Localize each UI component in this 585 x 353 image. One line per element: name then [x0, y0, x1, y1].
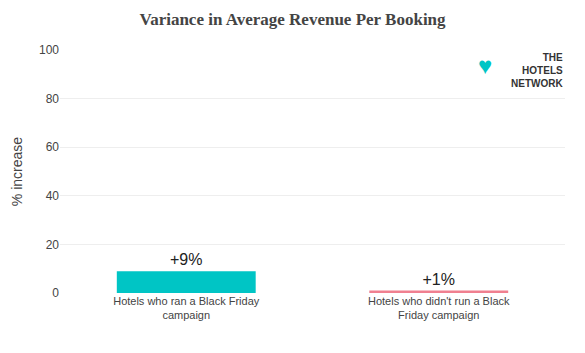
svg-text:+9%: +9%	[170, 251, 202, 268]
svg-text:60: 60	[46, 140, 60, 154]
svg-text:THEHOTELSNETWORK: THEHOTELSNETWORK	[511, 52, 563, 89]
svg-text:Variance in Average Revenue Pe: Variance in Average Revenue Per Booking	[139, 10, 446, 29]
svg-text:100: 100	[39, 43, 59, 57]
svg-text:Hotels who didn't run a BlackF: Hotels who didn't run a BlackFriday camp…	[368, 295, 510, 321]
svg-text:40: 40	[46, 189, 60, 203]
svg-text:0: 0	[52, 286, 59, 300]
svg-text:% increase: % increase	[9, 137, 25, 206]
svg-text:+1%: +1%	[423, 271, 455, 288]
svg-text:♥: ♥	[478, 52, 492, 79]
svg-text:80: 80	[46, 92, 60, 106]
svg-text:Hotels who ran a Black Fridayc: Hotels who ran a Black Fridaycampaign	[113, 295, 260, 321]
svg-text:20: 20	[46, 238, 60, 252]
